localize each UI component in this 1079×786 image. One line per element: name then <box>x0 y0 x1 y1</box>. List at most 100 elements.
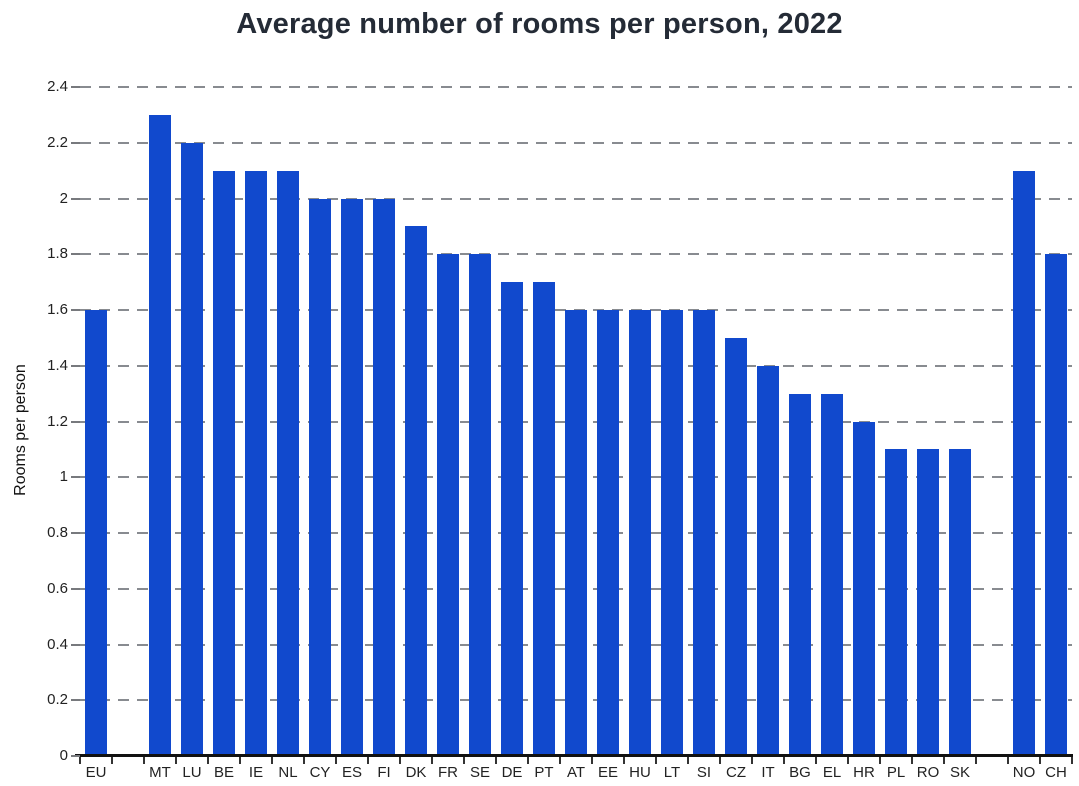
x-axis-tick <box>943 757 945 764</box>
x-axis-category-label: RO <box>916 764 940 781</box>
x-axis-tick <box>495 757 497 764</box>
bar-el <box>821 393 843 756</box>
x-axis-tick <box>431 757 433 764</box>
x-axis-category-label: FR <box>438 764 458 781</box>
x-axis-tick <box>367 757 369 764</box>
bar-nl <box>277 170 299 756</box>
x-axis-tick <box>719 757 721 764</box>
y-axis-tick <box>71 755 80 757</box>
x-axis-tick <box>1071 757 1073 764</box>
bar-ch <box>1045 254 1067 756</box>
x-axis-category-label: AT <box>566 764 586 781</box>
x-axis-tick <box>335 757 337 764</box>
x-axis-tick <box>527 757 529 764</box>
x-axis-category-label: IE <box>248 764 264 781</box>
plot-area <box>80 86 1072 756</box>
bar-mt <box>149 114 171 756</box>
y-axis-tick-label: 1 <box>59 468 68 486</box>
bar-cz <box>725 337 747 756</box>
bar-de <box>501 282 523 756</box>
x-axis-category-label: HU <box>629 764 651 781</box>
x-axis-category-label: EL <box>822 764 842 781</box>
x-axis-category-label: DE <box>501 764 523 781</box>
bar-be <box>213 170 235 756</box>
bar-cy <box>309 198 331 756</box>
bar-sk <box>949 449 971 756</box>
y-axis-tick-label: 2.4 <box>47 78 68 95</box>
bar-at <box>565 310 587 756</box>
x-axis-tick <box>879 757 881 764</box>
x-axis-tick <box>911 757 913 764</box>
x-axis-tick <box>239 757 241 764</box>
x-axis-category-label: LT <box>663 764 681 781</box>
y-axis-tick-label: 1.2 <box>47 412 68 430</box>
x-axis-category-label: EU <box>85 764 107 781</box>
x-axis-tick <box>751 757 753 764</box>
x-axis-category-label: DK <box>405 764 427 781</box>
x-axis-tick <box>623 757 625 764</box>
x-axis-tick <box>399 757 401 764</box>
y-axis-tick <box>71 364 80 367</box>
x-axis-tick <box>559 757 561 764</box>
y-axis-tick <box>71 253 80 256</box>
x-axis-category-label: MT <box>149 764 171 781</box>
x-axis-tick <box>463 757 465 764</box>
y-axis-tick-label: 0.2 <box>47 691 68 709</box>
y-axis-tick <box>71 532 80 534</box>
x-axis-tick <box>975 757 977 764</box>
x-axis-tick <box>1007 757 1009 764</box>
gridline <box>80 253 1072 256</box>
bar-fi <box>373 198 395 756</box>
y-axis-tick-label: 1.8 <box>47 245 68 263</box>
chart-title: Average number of rooms per person, 2022 <box>236 8 843 40</box>
x-axis-category-label: CZ <box>726 764 746 781</box>
bar-hr <box>853 421 875 756</box>
x-axis-tick <box>79 757 81 764</box>
bar-si <box>693 310 715 756</box>
y-axis-tick-label: 2 <box>59 189 68 207</box>
x-axis-tick <box>1039 757 1041 764</box>
x-axis-tick <box>847 757 849 764</box>
y-axis-tick <box>71 420 80 423</box>
bar-pl <box>885 449 907 756</box>
bar-no <box>1013 170 1035 756</box>
x-axis-category-label: BG <box>789 764 811 781</box>
x-axis-tick <box>591 757 593 764</box>
y-axis-tick-label: 0 <box>59 747 68 764</box>
x-axis-tick <box>303 757 305 764</box>
x-axis-category-label: BE <box>213 764 234 781</box>
y-axis-tick <box>71 587 80 590</box>
bar-se <box>469 254 491 756</box>
y-axis-tick <box>71 699 80 702</box>
bar-lt <box>661 310 683 756</box>
y-axis-tick <box>71 141 80 144</box>
x-axis-tick <box>175 757 177 764</box>
x-axis-tick <box>815 757 817 764</box>
bar-fr <box>437 254 459 756</box>
bar-dk <box>405 226 427 756</box>
x-axis-category-label: SK <box>949 764 970 781</box>
gridline <box>80 86 1072 88</box>
bar-lu <box>181 142 203 756</box>
bar-ro <box>917 449 939 756</box>
y-axis-tick-label: 0.6 <box>47 579 68 597</box>
x-axis-tick <box>271 757 273 764</box>
y-axis-tick-label: 0.8 <box>47 524 68 541</box>
y-axis-tick <box>71 309 80 311</box>
x-axis-category-label: PL <box>886 764 906 781</box>
y-axis-tick-label: 1.6 <box>47 301 68 318</box>
bar-es <box>341 198 363 756</box>
x-axis-category-label: IT <box>761 764 775 781</box>
gridline <box>80 141 1072 144</box>
y-axis-tick <box>71 86 80 88</box>
x-axis-tick <box>207 757 209 764</box>
y-axis-tick <box>71 476 80 479</box>
x-axis-category-label: SI <box>696 764 712 781</box>
x-axis-category-label: PT <box>534 764 554 781</box>
x-axis-tick <box>783 757 785 764</box>
x-axis-category-label: CY <box>309 764 331 781</box>
y-axis-tick <box>71 197 80 200</box>
x-axis-tick <box>111 757 113 764</box>
x-axis-category-label: HR <box>853 764 875 781</box>
bar-hu <box>629 310 651 756</box>
